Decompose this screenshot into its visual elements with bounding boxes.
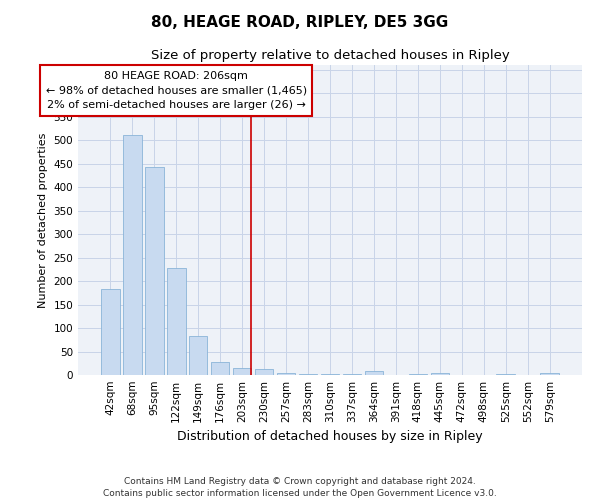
Bar [255, 370, 274, 375]
Bar [189, 336, 208, 375]
Bar [365, 371, 383, 375]
Bar [167, 268, 185, 375]
Bar [409, 374, 427, 375]
Text: 80, HEAGE ROAD, RIPLEY, DE5 3GG: 80, HEAGE ROAD, RIPLEY, DE5 3GG [151, 15, 449, 30]
Bar [123, 136, 142, 375]
Bar [299, 374, 317, 375]
Bar [211, 362, 229, 375]
Text: 80 HEAGE ROAD: 206sqm
← 98% of detached houses are smaller (1,465)
2% of semi-de: 80 HEAGE ROAD: 206sqm ← 98% of detached … [46, 70, 307, 110]
Bar [320, 374, 340, 375]
Title: Size of property relative to detached houses in Ripley: Size of property relative to detached ho… [151, 50, 509, 62]
Bar [431, 373, 449, 375]
Bar [145, 168, 164, 375]
Bar [541, 373, 559, 375]
Text: Contains HM Land Registry data © Crown copyright and database right 2024.
Contai: Contains HM Land Registry data © Crown c… [103, 476, 497, 498]
X-axis label: Distribution of detached houses by size in Ripley: Distribution of detached houses by size … [177, 430, 483, 444]
Bar [101, 288, 119, 375]
Bar [277, 373, 295, 375]
Bar [496, 374, 515, 375]
Bar [233, 368, 251, 375]
Y-axis label: Number of detached properties: Number of detached properties [38, 132, 48, 308]
Bar [343, 374, 361, 375]
